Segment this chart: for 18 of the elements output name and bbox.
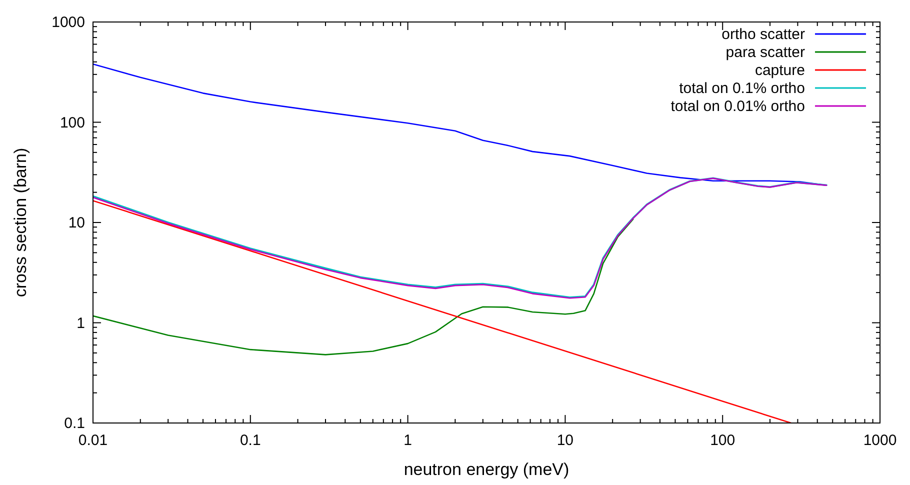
y-tick-label: 1 (76, 314, 85, 332)
y-axis-title: cross section (barn) (11, 148, 30, 298)
y-tick-label: 0.1 (64, 415, 85, 432)
y-tick-label: 100 (60, 114, 85, 132)
x-tick-label: 100 (710, 432, 736, 449)
x-tick-label: 10 (556, 432, 574, 449)
x-tick-label: 0.1 (240, 432, 261, 449)
x-tick-label: 0.01 (78, 432, 108, 449)
legend-label: total on 0.01% ortho (670, 98, 805, 115)
legend-label: ortho scatter (722, 26, 805, 43)
legend-label: capture (754, 62, 805, 79)
x-tick-label: 1 (404, 432, 412, 449)
x-tick-label: 1000 (863, 432, 897, 449)
legend-label: para scatter (726, 44, 805, 61)
legend-label: total on 0.1% ortho (679, 80, 805, 97)
y-tick-label: 10 (68, 214, 85, 232)
y-tick-label: 1000 (52, 14, 85, 31)
x-axis-title: neutron energy (meV) (404, 460, 570, 479)
